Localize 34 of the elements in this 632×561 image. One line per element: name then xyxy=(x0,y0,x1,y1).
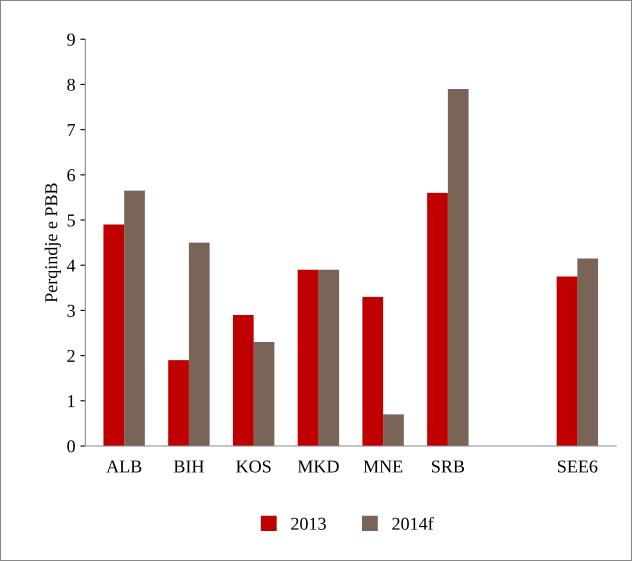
bar xyxy=(556,276,578,446)
bar xyxy=(103,224,124,446)
y-axis-title: Perqindje e PBB xyxy=(44,183,62,302)
y-tick-label: 7 xyxy=(68,124,76,136)
x-tick-label: MKD xyxy=(298,460,339,472)
bar xyxy=(362,296,384,446)
bar xyxy=(448,88,469,446)
y-tick-label: 0 xyxy=(67,440,75,452)
bar xyxy=(168,360,189,446)
y-tick-label: 3 xyxy=(67,304,75,317)
x-tick-label: KOS xyxy=(236,460,271,473)
bar xyxy=(383,414,404,446)
x-tick-label: ALB xyxy=(106,460,142,472)
x-tick-label: MNE xyxy=(364,460,402,472)
legend-label: 2013 xyxy=(291,518,326,530)
y-tick-label: 8 xyxy=(67,78,75,91)
bar xyxy=(577,258,598,446)
y-tick-label: 5 xyxy=(68,214,75,226)
y-tick-label: 2 xyxy=(67,350,75,362)
bar xyxy=(124,190,145,446)
y-tick-label: 1 xyxy=(68,395,75,408)
bar xyxy=(427,192,448,446)
y-tick-label: 6 xyxy=(67,169,76,182)
legend-label: 2014f xyxy=(392,516,434,530)
y-tick-label: 9 xyxy=(67,34,75,46)
y-tick-label: 4 xyxy=(66,260,76,272)
bar xyxy=(254,342,274,446)
x-tick-label: SEE6 xyxy=(558,460,598,473)
bar xyxy=(318,270,340,446)
bar xyxy=(232,314,254,446)
bar xyxy=(188,242,210,446)
bar xyxy=(298,270,318,446)
x-tick-label: SRB xyxy=(432,460,464,473)
x-tick-label: BIH xyxy=(174,460,204,472)
